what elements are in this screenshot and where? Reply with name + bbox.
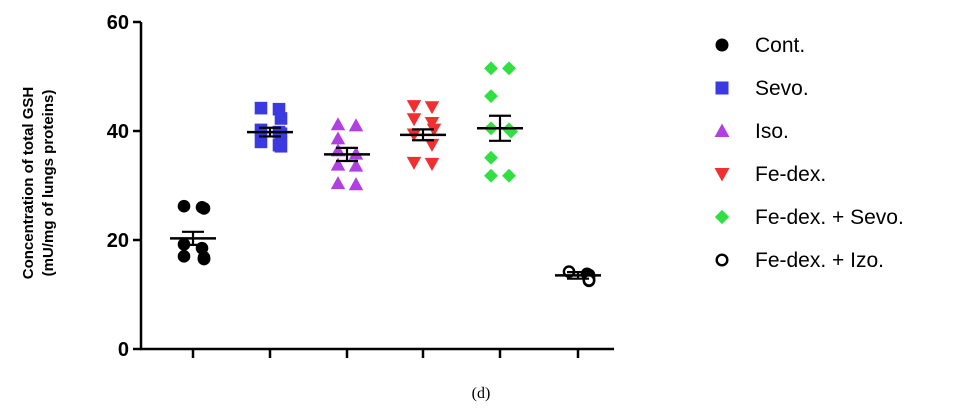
data-point <box>406 100 422 114</box>
legend-item: Sevo. <box>715 77 809 100</box>
group-3 <box>400 100 446 171</box>
data-point <box>330 157 346 171</box>
y-tick-label: 40 <box>107 121 129 143</box>
y-tick-label: 0 <box>118 339 129 361</box>
data-point <box>330 117 346 131</box>
data-point <box>424 101 440 115</box>
data-points <box>170 61 601 288</box>
data-point <box>406 156 422 170</box>
data-point <box>177 199 191 213</box>
legend-label: Iso. <box>755 120 789 143</box>
data-point <box>348 118 364 132</box>
data-point <box>254 101 268 115</box>
data-point <box>424 117 440 131</box>
legend-marker <box>714 209 730 225</box>
legend-item: Fe-dex. + Sevo. <box>714 206 904 229</box>
axes: 0 20 40 60 <box>107 12 614 361</box>
y-tick-label: 20 <box>107 230 129 252</box>
group-2 <box>324 117 370 191</box>
data-point <box>254 123 268 137</box>
data-point <box>582 274 596 287</box>
legend-item: Cont. <box>715 34 805 57</box>
data-point <box>254 135 268 149</box>
group-1 <box>247 101 293 153</box>
group-4 <box>477 61 523 183</box>
data-point <box>484 89 498 104</box>
legend-marker <box>715 253 729 267</box>
data-point <box>348 158 364 172</box>
data-point <box>274 127 288 141</box>
y-tick-label: 60 <box>107 12 129 34</box>
data-point <box>484 168 498 183</box>
group-0 <box>170 199 216 266</box>
data-point <box>274 112 288 125</box>
data-point <box>406 113 422 127</box>
data-point <box>177 250 191 263</box>
data-point <box>330 143 346 157</box>
y-axis-title-line1: Concentration of total GSH <box>20 87 37 280</box>
legend-label: Fe-dex. <box>755 163 826 186</box>
legend-item: Fe-dex. + Izo. <box>715 249 884 272</box>
y-axis-title: Concentration of total GSH (mU/mg of lun… <box>20 87 57 280</box>
data-point <box>330 176 346 190</box>
legend-marker <box>715 38 729 52</box>
legend-label: Cont. <box>755 34 805 57</box>
legend-label: Sevo. <box>755 77 809 100</box>
data-point <box>274 139 288 153</box>
legend-item: Fe-dex. <box>714 163 826 186</box>
legend-label: Fe-dex. + Sevo. <box>755 206 904 229</box>
data-point <box>197 202 211 215</box>
data-point <box>424 157 440 171</box>
y-axis-title-line2: (mU/mg of lungs proteins) <box>40 90 57 277</box>
data-point <box>502 61 516 76</box>
data-point <box>197 252 211 266</box>
figure-caption: (d) <box>472 385 491 402</box>
data-point <box>484 61 498 76</box>
data-point <box>348 146 364 160</box>
legend-marker <box>714 123 730 137</box>
legend-label: Fe-dex. + Izo. <box>755 249 884 272</box>
data-point <box>330 131 346 145</box>
legend-marker <box>715 81 729 95</box>
legend-marker <box>714 168 730 182</box>
legend: Cont. Sevo. Iso. Fe-dex. Fe-dex. + Sevo. Fe-d… <box>714 34 904 272</box>
data-point <box>424 138 440 152</box>
data-point <box>348 177 364 191</box>
data-point <box>502 168 516 183</box>
group-5 <box>555 265 601 288</box>
legend-item: Iso. <box>714 120 789 143</box>
data-point <box>484 150 498 165</box>
